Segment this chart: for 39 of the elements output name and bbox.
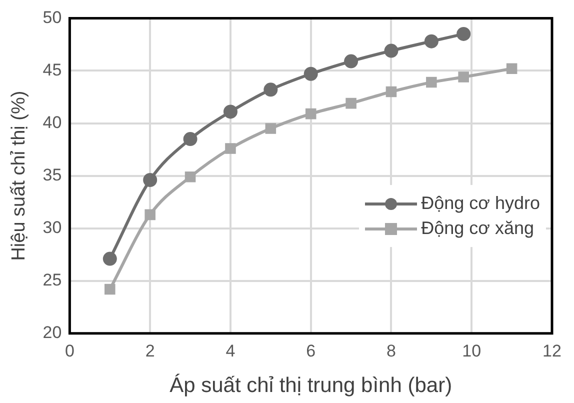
x-tick-label: 10 <box>462 341 482 360</box>
x-tick-label: 8 <box>386 341 396 360</box>
point <box>304 66 318 81</box>
y-tick-label: 30 <box>42 218 62 238</box>
point <box>144 209 156 220</box>
point <box>264 82 278 97</box>
point <box>456 26 471 41</box>
point <box>384 44 398 58</box>
point <box>426 76 437 88</box>
x-tick-label: 0 <box>64 341 74 360</box>
point <box>223 104 238 119</box>
y-axis-title: Hiệu suất chỉ thị (%) <box>8 90 30 261</box>
point <box>346 98 356 109</box>
point <box>344 54 358 68</box>
point <box>104 284 116 295</box>
point <box>183 132 198 146</box>
y-tick-label: 25 <box>42 270 62 290</box>
point <box>143 173 158 188</box>
point <box>102 252 117 266</box>
point <box>305 108 316 120</box>
x-tick-label: 6 <box>306 341 316 360</box>
y-tick-label: 20 <box>42 323 62 342</box>
x-tick-label: 2 <box>145 341 155 360</box>
point <box>506 63 518 74</box>
point <box>458 72 469 82</box>
x-tick-label: 12 <box>542 341 562 360</box>
y-tick-label: 50 <box>42 8 62 27</box>
y-tick-label: 40 <box>42 112 62 132</box>
legend-label: Động cơ hydro <box>421 193 540 214</box>
x-tick-label: 4 <box>226 341 236 360</box>
point <box>225 143 236 154</box>
x-axis-title: Áp suất chỉ thị trung bình (bar) <box>170 373 452 398</box>
point <box>184 171 196 182</box>
point <box>265 123 276 134</box>
y-tick-label: 45 <box>42 60 62 80</box>
point <box>424 34 438 48</box>
y-tick-label: 35 <box>42 165 62 184</box>
point <box>386 86 397 98</box>
legend-label: Động cơ xăng <box>421 218 534 239</box>
